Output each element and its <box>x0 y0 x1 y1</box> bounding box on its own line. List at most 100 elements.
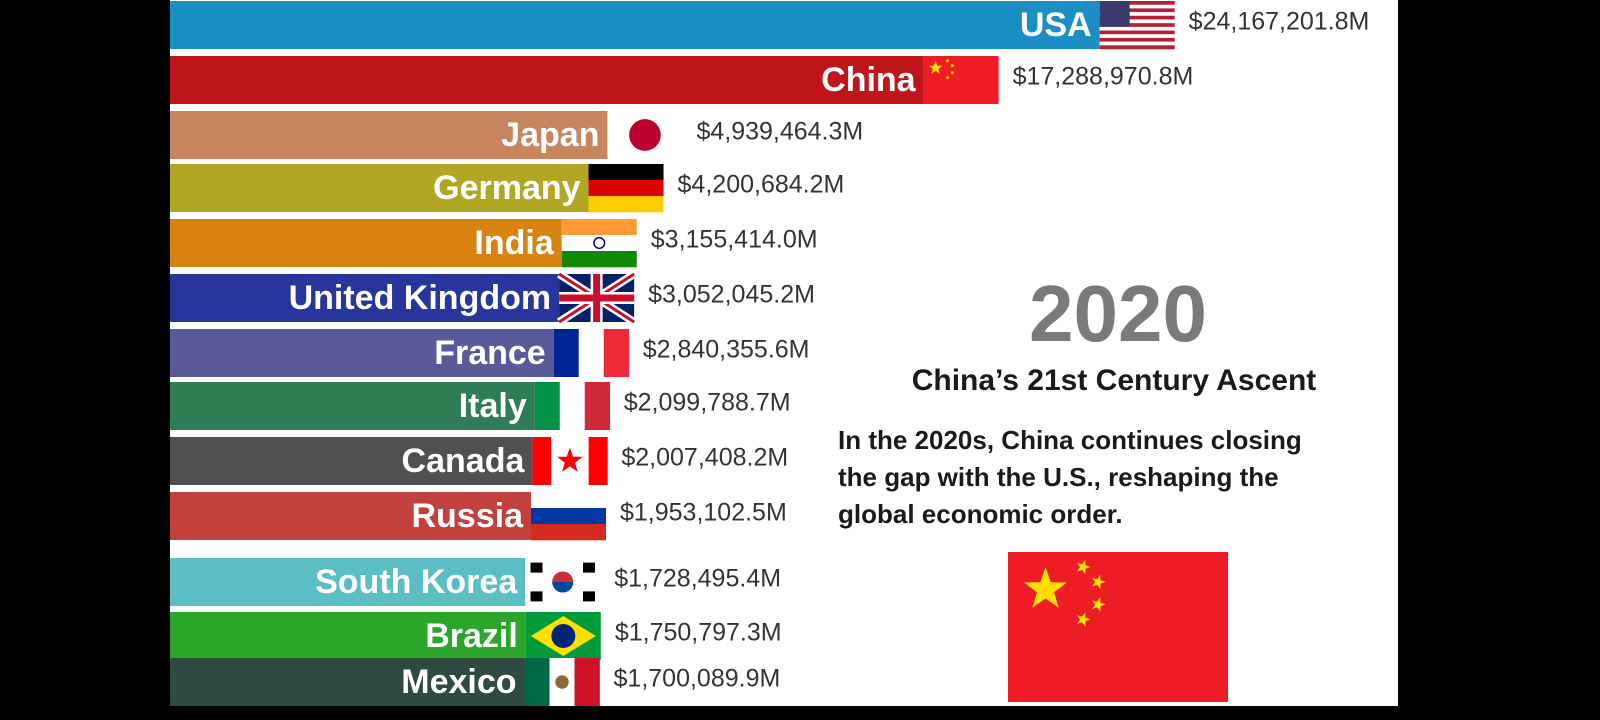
flag-stripe <box>561 235 637 252</box>
value-label: $2,840,355.6M <box>643 336 810 364</box>
description-line: In the 2020s, China continues closing <box>838 425 1302 455</box>
flag-star <box>1024 567 1067 608</box>
flag-stripe <box>1099 26 1175 31</box>
value-label: $1,700,089.9M <box>614 665 781 693</box>
bottom-border <box>0 706 1600 720</box>
flag-wheel <box>593 236 606 250</box>
flag-star <box>945 75 950 80</box>
flag-star <box>1076 612 1091 627</box>
flag-trigram <box>530 591 543 602</box>
flag-star <box>950 70 955 76</box>
value-label: $1,750,797.3M <box>615 619 782 647</box>
flag-stripe <box>553 329 580 377</box>
bar <box>170 56 924 104</box>
category-label: United Kingdom <box>289 279 552 317</box>
bar <box>170 219 562 267</box>
category-label: Mexico <box>401 663 516 701</box>
flag-taeguk <box>552 571 574 582</box>
flag-stripe <box>603 329 630 377</box>
flag-trigram <box>582 562 595 573</box>
flag-stripe <box>584 382 611 430</box>
flag-stripe <box>1099 4 1175 9</box>
flag-cross <box>559 274 635 322</box>
flag-stripe <box>561 251 637 268</box>
category-label: Brazil <box>425 617 518 655</box>
flag-stripe <box>1099 8 1175 13</box>
flag-stripe <box>532 437 552 485</box>
year: 2020 <box>1029 269 1207 358</box>
description-line: global economic order. <box>838 499 1123 529</box>
category-label: Japan <box>501 116 599 154</box>
flag-field <box>1008 552 1228 702</box>
bar <box>170 274 560 322</box>
flag-star <box>950 63 955 68</box>
value-label: $3,155,414.0M <box>651 226 818 254</box>
bar <box>170 329 554 377</box>
bar <box>170 164 589 212</box>
flag-canton <box>1099 1 1130 27</box>
flag-stripe <box>534 382 561 430</box>
flag-stripe <box>588 196 664 213</box>
flag-stripe <box>588 164 664 181</box>
subtitle: China’s 21st Century Ascent <box>912 364 1317 397</box>
flag-stripe <box>588 180 664 197</box>
flag-star <box>1076 559 1091 575</box>
value-label: $2,007,408.2M <box>621 444 788 472</box>
bar <box>170 612 526 660</box>
value-label: $3,052,045.2M <box>648 281 815 309</box>
description-line: the gap with the U.S., reshaping the <box>838 462 1279 492</box>
value-label: $4,200,684.2M <box>678 171 845 199</box>
category-label: China <box>821 61 917 99</box>
value-label: $24,167,201.8M <box>1189 8 1370 36</box>
flag-star <box>1091 597 1106 612</box>
category-label: Russia <box>411 497 524 535</box>
category-label: USA <box>1020 6 1092 44</box>
flag-stripe <box>569 437 589 485</box>
flag-trigram <box>582 591 595 602</box>
flag-stripe <box>1099 23 1175 28</box>
flag-star <box>557 447 583 472</box>
bar <box>170 382 535 430</box>
flag-star <box>1091 574 1106 590</box>
flag-stripe <box>578 329 605 377</box>
flag-globe <box>551 624 576 648</box>
category-label: Germany <box>433 169 580 207</box>
flag-stripe <box>1099 37 1175 42</box>
value-label: $2,099,788.7M <box>624 389 791 417</box>
flag-stripe <box>588 437 608 485</box>
category-label: India <box>474 224 554 262</box>
flag-star <box>945 58 950 64</box>
flag-stripe <box>1099 19 1175 24</box>
flag-stripe <box>574 658 600 706</box>
flag-emblem <box>555 675 569 689</box>
value-label: $1,728,495.4M <box>614 565 781 593</box>
flag-stripe <box>1099 34 1175 39</box>
flag-stripe <box>1099 15 1175 20</box>
flag-taeguk <box>552 582 574 593</box>
value-label: $4,939,464.3M <box>696 118 863 146</box>
flag-stripe <box>530 508 606 525</box>
flag-trigram <box>530 562 543 573</box>
flag-stripe <box>524 658 550 706</box>
bar <box>170 437 533 485</box>
flag-stripe <box>530 524 606 541</box>
category-label: France <box>434 334 546 372</box>
flag-stripe <box>1099 12 1175 17</box>
bar <box>170 558 526 606</box>
bar <box>170 658 525 706</box>
bar <box>170 1 1100 49</box>
flag-stripe <box>551 437 571 485</box>
flag-disc <box>629 119 661 151</box>
value-label: $17,288,970.8M <box>1013 63 1194 91</box>
flag-stripe <box>561 219 637 236</box>
category-label: Italy <box>459 387 527 425</box>
flag-stripe <box>1099 1 1175 5</box>
value-label: $1,953,102.5M <box>620 499 787 527</box>
flag-star <box>928 60 943 74</box>
flag-stripe <box>1099 41 1175 46</box>
flag-stripe <box>559 382 586 430</box>
bar <box>170 492 531 540</box>
category-label: Canada <box>402 442 526 480</box>
